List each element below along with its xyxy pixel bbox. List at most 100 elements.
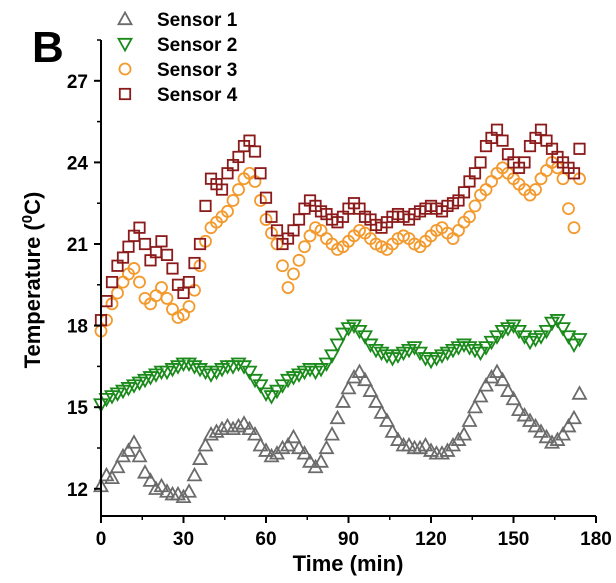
panel-label: B bbox=[32, 23, 64, 72]
legend-label: Sensor 3 bbox=[157, 60, 237, 81]
data-point bbox=[560, 330, 577, 345]
data-point bbox=[323, 426, 341, 441]
legend-item: Sensor 2 bbox=[116, 35, 237, 56]
data-point bbox=[285, 428, 302, 444]
series-2 bbox=[92, 314, 588, 413]
legend-label: Sensor 4 bbox=[157, 85, 238, 106]
data-point bbox=[323, 349, 341, 364]
data-point bbox=[461, 412, 478, 427]
data-point bbox=[472, 346, 489, 362]
data-point bbox=[474, 156, 487, 169]
legend-marker bbox=[118, 62, 132, 76]
data-point bbox=[224, 420, 242, 436]
data-point bbox=[202, 426, 220, 441]
data-point bbox=[292, 253, 306, 267]
legend-item: Sensor 4 bbox=[118, 85, 238, 106]
data-point bbox=[182, 300, 196, 313]
data-point bbox=[529, 183, 542, 197]
data-point bbox=[138, 237, 152, 251]
data-point bbox=[461, 341, 478, 356]
data-point bbox=[499, 382, 517, 397]
data-point bbox=[384, 423, 401, 438]
data-point bbox=[417, 436, 434, 452]
data-point bbox=[133, 275, 146, 289]
data-point bbox=[215, 183, 229, 196]
y-ticks: 12 15 18 21 24 27 bbox=[67, 39, 101, 501]
y-axis-label-main: Temperature ( bbox=[20, 223, 45, 369]
data-point bbox=[556, 172, 570, 186]
data-point bbox=[246, 426, 264, 441]
series-1 bbox=[92, 363, 588, 504]
data-point bbox=[468, 199, 482, 213]
y-axis-label: Temperature (0C) bbox=[19, 192, 45, 369]
data-point bbox=[532, 423, 550, 438]
data-point bbox=[571, 333, 588, 348]
data-point bbox=[538, 324, 555, 340]
y-axis-label-unit: C) bbox=[20, 192, 45, 215]
data-point bbox=[411, 439, 429, 455]
x-tick-label: 90 bbox=[338, 529, 359, 550]
data-point bbox=[230, 417, 247, 433]
data-point bbox=[122, 240, 135, 253]
data-point bbox=[197, 436, 214, 452]
data-point bbox=[560, 417, 577, 433]
data-point bbox=[540, 164, 553, 177]
data-point bbox=[554, 426, 572, 441]
y-axis-label-sup: 0 bbox=[19, 215, 36, 223]
series-layer bbox=[92, 123, 588, 504]
data-point bbox=[155, 281, 168, 294]
data-point bbox=[466, 398, 484, 414]
data-point bbox=[276, 259, 289, 273]
data-point bbox=[455, 338, 473, 353]
x-tick-label: 120 bbox=[415, 529, 447, 550]
data-point bbox=[378, 349, 396, 364]
data-point bbox=[301, 453, 319, 468]
data-point bbox=[133, 221, 146, 234]
data-point bbox=[109, 458, 126, 474]
data-point bbox=[180, 483, 198, 498]
data-point bbox=[292, 213, 306, 226]
data-point bbox=[160, 291, 174, 305]
x-tick-label: 0 bbox=[96, 529, 107, 550]
data-point bbox=[257, 387, 275, 402]
data-point bbox=[562, 202, 575, 216]
data-point bbox=[254, 167, 267, 180]
data-point bbox=[351, 363, 368, 378]
y-tick-label: 15 bbox=[67, 398, 89, 419]
data-point bbox=[573, 142, 586, 155]
data-point bbox=[252, 436, 269, 452]
legend-marker bbox=[118, 87, 132, 101]
data-point bbox=[334, 393, 352, 408]
data-point bbox=[270, 224, 284, 237]
data-point bbox=[329, 338, 346, 353]
data-point bbox=[554, 322, 572, 337]
plot-area bbox=[92, 123, 588, 504]
legend-marker bbox=[116, 10, 134, 26]
data-point bbox=[186, 360, 203, 375]
data-point bbox=[136, 464, 154, 479]
data-point bbox=[180, 357, 198, 373]
data-point bbox=[496, 134, 509, 147]
data-point bbox=[318, 357, 335, 373]
data-point bbox=[298, 240, 311, 254]
legend-item: Sensor 3 bbox=[118, 60, 237, 81]
data-point bbox=[389, 431, 407, 446]
data-point bbox=[565, 409, 583, 425]
data-point bbox=[296, 445, 313, 460]
series-3 bbox=[94, 155, 586, 338]
x-tick-label: 30 bbox=[173, 529, 194, 550]
data-point bbox=[166, 262, 179, 275]
data-point bbox=[186, 466, 203, 482]
x-tick-label: 180 bbox=[580, 529, 612, 550]
data-point bbox=[378, 412, 396, 427]
data-point bbox=[318, 439, 335, 455]
legend-marker bbox=[116, 37, 134, 53]
data-point bbox=[188, 256, 201, 270]
data-point bbox=[155, 235, 168, 248]
x-tick-label: 60 bbox=[255, 529, 276, 550]
data-point bbox=[131, 447, 148, 463]
data-point bbox=[303, 229, 317, 243]
series-4 bbox=[94, 123, 586, 327]
legend-label: Sensor 2 bbox=[157, 35, 237, 56]
